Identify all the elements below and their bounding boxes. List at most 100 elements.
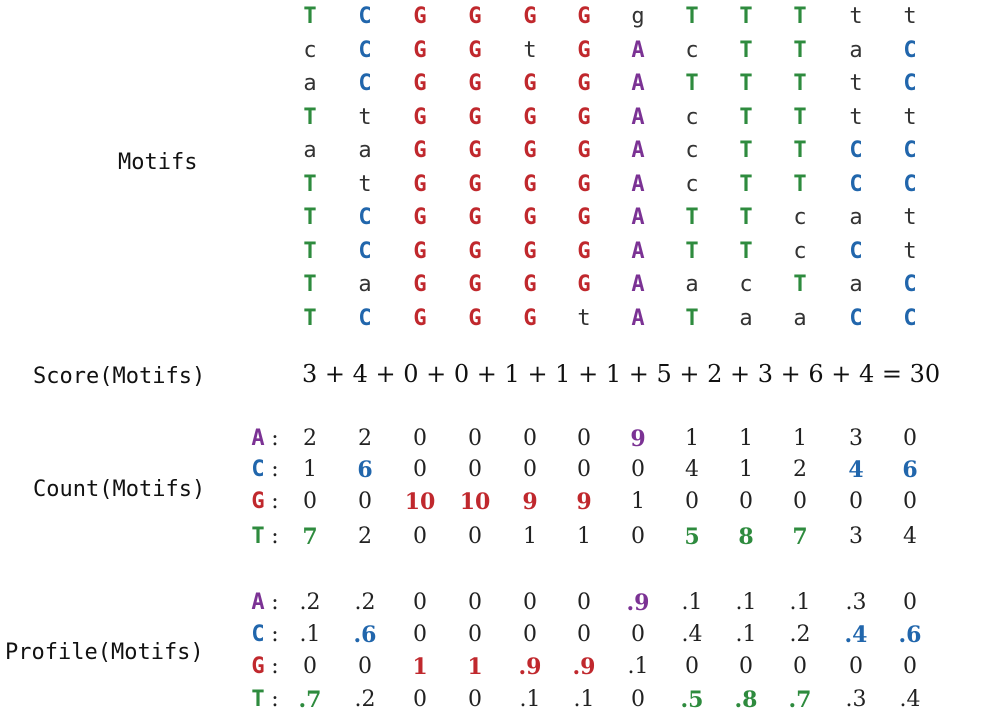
- count-value: 9: [522, 489, 538, 515]
- motif-cell: T: [685, 305, 699, 331]
- count-value: 0: [793, 489, 807, 514]
- motif-cell: G: [523, 305, 537, 331]
- profile-value: 0: [413, 622, 427, 647]
- motif-cell: c: [685, 37, 699, 63]
- count-value: 1: [303, 457, 317, 482]
- motif-cell: C: [358, 4, 372, 29]
- count-value: 1: [631, 489, 645, 514]
- profile-value: .1: [789, 590, 811, 615]
- count-value: 0: [523, 426, 537, 451]
- profile-value: 0: [739, 654, 753, 679]
- profile-value: .7: [788, 687, 812, 713]
- count-value: 2: [358, 524, 372, 549]
- profile-value: 0: [903, 654, 917, 679]
- motif-cell: T: [303, 171, 317, 197]
- profile-value: .1: [735, 622, 757, 647]
- profile-colon: :: [271, 590, 279, 615]
- profile-value: 0: [577, 590, 591, 615]
- count-value: 1: [739, 426, 753, 451]
- profile-value: .4: [899, 687, 921, 712]
- count-colon: :: [271, 489, 279, 514]
- motif-cell: C: [903, 37, 917, 63]
- motif-cell: C: [903, 171, 917, 197]
- profile-value: 0: [413, 590, 427, 615]
- motif-cell: G: [577, 4, 591, 29]
- count-value: 1: [793, 426, 807, 451]
- count-value: 10: [404, 489, 436, 515]
- count-value: 0: [468, 426, 482, 451]
- profile-base-label: G: [251, 654, 265, 679]
- motif-cell: T: [739, 71, 753, 96]
- motif-cell: G: [468, 37, 482, 63]
- profile-base-label: A: [251, 590, 265, 615]
- motif-cell: a: [358, 272, 372, 297]
- motif-cell: T: [303, 305, 317, 331]
- profile-value: 0: [523, 622, 537, 647]
- count-value: 3: [849, 426, 863, 451]
- motif-cell: t: [849, 4, 863, 29]
- motif-cell: C: [903, 272, 917, 297]
- motif-cell: G: [413, 205, 427, 230]
- motif-cell: A: [631, 104, 645, 130]
- count-value: 0: [631, 457, 645, 482]
- motif-cell: a: [793, 305, 807, 331]
- profile-value: .5: [680, 687, 704, 713]
- motif-cell: G: [468, 205, 482, 230]
- profile-value: .2: [354, 590, 376, 615]
- motif-cell: G: [523, 238, 537, 264]
- motif-cell: T: [739, 171, 753, 197]
- count-value: 5: [684, 524, 700, 550]
- count-value: 0: [903, 489, 917, 514]
- count-value: 0: [413, 457, 427, 482]
- motif-cell: G: [413, 305, 427, 331]
- count-value: 6: [357, 457, 373, 483]
- motif-cell: T: [793, 4, 807, 29]
- motif-cell: G: [413, 4, 427, 29]
- motif-cell: a: [849, 205, 863, 230]
- motif-cell: T: [685, 205, 699, 230]
- count-value: 0: [468, 457, 482, 482]
- motif-cell: G: [468, 138, 482, 163]
- count-value: 9: [576, 489, 592, 515]
- motif-cell: C: [358, 71, 372, 96]
- motif-cell: C: [903, 71, 917, 96]
- count-value: 10: [459, 489, 491, 515]
- motif-cell: G: [577, 71, 591, 96]
- profile-colon: :: [271, 622, 279, 647]
- count-value: 0: [739, 489, 753, 514]
- count-label: Count(Motifs): [33, 477, 206, 502]
- profile-value: .9: [518, 654, 542, 680]
- profile-value: 0: [685, 654, 699, 679]
- motif-cell: G: [577, 205, 591, 230]
- motif-cell: g: [631, 4, 645, 29]
- motif-cell: t: [849, 71, 863, 96]
- motif-cell: G: [468, 238, 482, 264]
- profile-value: 0: [468, 687, 482, 712]
- motif-cell: G: [523, 104, 537, 130]
- motif-cell: G: [577, 138, 591, 163]
- motif-cell: C: [903, 305, 917, 331]
- motif-cell: t: [358, 171, 372, 197]
- motif-cell: c: [793, 238, 807, 264]
- motif-cell: T: [793, 71, 807, 96]
- profile-colon: :: [271, 654, 279, 679]
- motif-cell: G: [577, 272, 591, 297]
- motif-cell: a: [849, 37, 863, 63]
- motif-cell: c: [793, 205, 807, 230]
- motif-cell: C: [849, 171, 863, 197]
- motif-cell: T: [793, 37, 807, 63]
- profile-value: .9: [572, 654, 596, 680]
- motif-cell: G: [413, 238, 427, 264]
- count-value: 2: [303, 426, 317, 451]
- motif-cell: C: [849, 305, 863, 331]
- motif-cell: T: [303, 205, 317, 230]
- profile-value: .3: [845, 687, 867, 712]
- motif-cell: G: [523, 205, 537, 230]
- count-value: 2: [358, 426, 372, 451]
- motif-cell: C: [849, 138, 863, 163]
- count-value: 2: [793, 457, 807, 482]
- profile-value: .2: [299, 590, 321, 615]
- motif-cell: T: [303, 238, 317, 264]
- profile-value: .2: [789, 622, 811, 647]
- count-colon: :: [271, 524, 279, 549]
